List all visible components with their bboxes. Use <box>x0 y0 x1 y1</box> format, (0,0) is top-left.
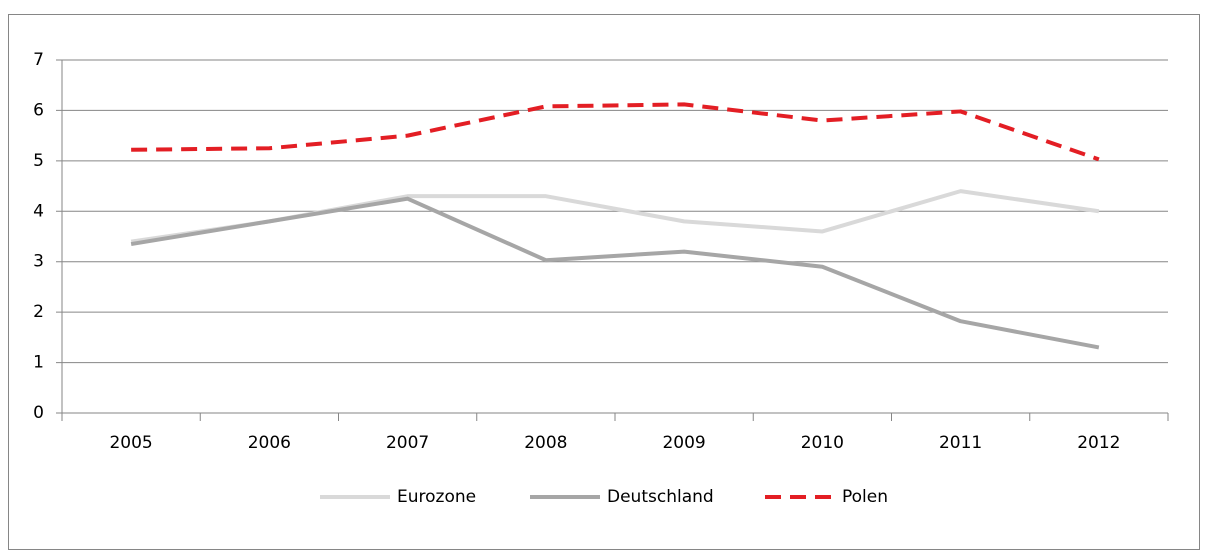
legend-label: Deutschland <box>607 487 714 507</box>
y-tick-label: 4 <box>33 201 44 221</box>
x-tick-label: 2010 <box>801 433 844 453</box>
y-tick-label: 2 <box>33 302 44 322</box>
y-tick-label: 1 <box>33 353 44 373</box>
y-tick-label: 7 <box>33 50 44 70</box>
y-tick-label: 6 <box>33 100 44 120</box>
x-tick-label: 2007 <box>386 433 429 453</box>
x-tick-label: 2005 <box>109 433 152 453</box>
series-line <box>131 102 1100 162</box>
chart-frame <box>8 14 1200 550</box>
y-tick-label: 3 <box>33 252 44 272</box>
x-tick-label: 2012 <box>1077 433 1120 453</box>
y-tick-label: 0 <box>33 403 44 423</box>
y-tick-label: 5 <box>33 151 44 171</box>
legend-label: Polen <box>842 487 888 507</box>
x-tick-label: 2008 <box>524 433 567 453</box>
series-line <box>130 196 1100 350</box>
legend-label: Eurozone <box>397 487 476 507</box>
x-tick-label: 2011 <box>939 433 982 453</box>
x-tick-label: 2006 <box>248 433 291 453</box>
x-tick-label: 2009 <box>662 433 705 453</box>
